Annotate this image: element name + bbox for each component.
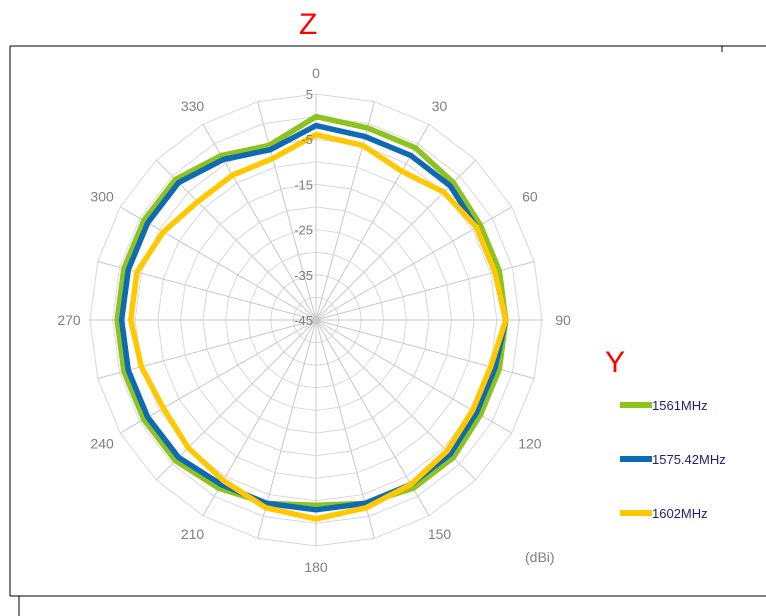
polar-grid (89, 93, 543, 547)
grid-spoke (155, 319, 317, 481)
series-layer (114, 113, 509, 522)
series-line (127, 131, 509, 522)
radial-tick-label: -15 (294, 177, 313, 192)
angle-tick-label: 300 (90, 189, 114, 205)
grid-spoke (97, 319, 317, 379)
angle-tick-label: 180 (304, 559, 328, 575)
angle-tick-label: 330 (181, 98, 205, 114)
grid-spoke (155, 159, 317, 321)
grid-spoke (120, 206, 317, 321)
unit-label: (dBi) (525, 549, 555, 565)
legend-label: 1575.42MHz (652, 452, 726, 467)
angle-tick-label: 150 (428, 526, 452, 542)
radial-tick-label: -35 (294, 268, 313, 283)
y-axis-label: Y (605, 346, 625, 379)
radial-tick-label: -45 (294, 313, 313, 328)
series-line (114, 113, 509, 509)
labels-layer: 5 -5 -15 -25 -35 -45 0 30 60 90 120 150 180 210 240 270… (57, 65, 571, 575)
legend-label: 1561MHz (652, 398, 708, 413)
legend-label: 1602MHz (652, 506, 708, 521)
angle-tick-label: 30 (432, 98, 448, 114)
grid-spoke (257, 101, 317, 321)
grid-spoke (97, 261, 317, 321)
radial-tick-label: -25 (294, 223, 313, 238)
grid-spoke (120, 319, 317, 434)
angle-tick-label: 90 (555, 312, 571, 328)
angle-tick-label: 0 (312, 65, 320, 81)
angle-tick-label: 60 (522, 189, 538, 205)
radial-tick-label: 5 (306, 87, 313, 102)
angle-tick-label: 240 (90, 436, 114, 452)
radial-tick-label: -5 (301, 132, 313, 147)
legend: 1561MHz 1575.42MHz 1602MHz (620, 398, 726, 521)
angle-tick-label: 210 (181, 526, 205, 542)
z-axis-label: Z (299, 8, 317, 41)
angle-tick-label: 120 (518, 436, 542, 452)
angle-tick-label: 270 (57, 312, 81, 328)
